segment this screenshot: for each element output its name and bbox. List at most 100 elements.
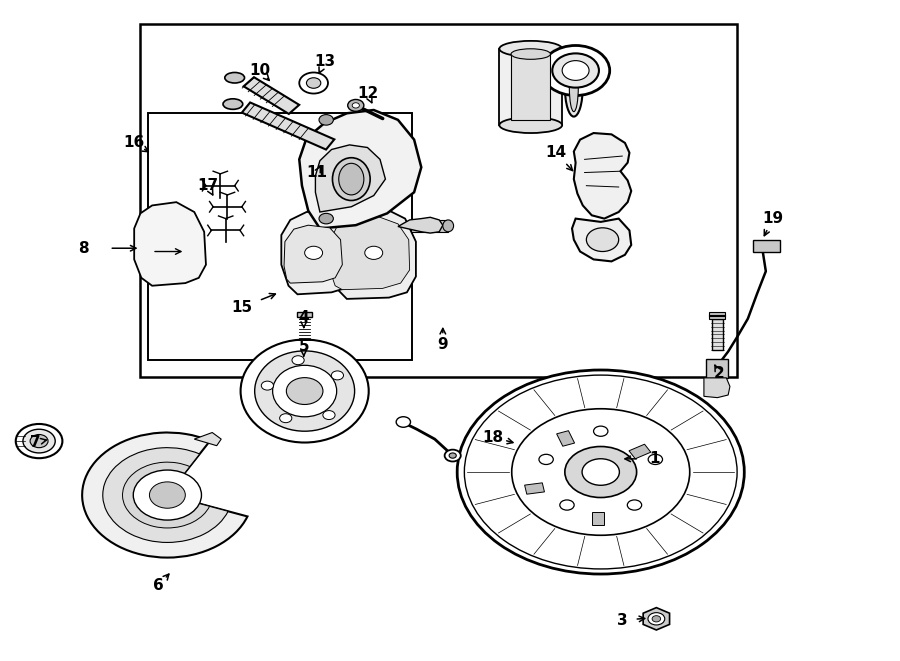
Text: 16: 16	[123, 136, 145, 151]
Circle shape	[30, 434, 48, 447]
Wedge shape	[122, 462, 210, 528]
Wedge shape	[103, 447, 228, 543]
Text: 11: 11	[307, 165, 328, 180]
Text: 18: 18	[482, 430, 504, 445]
Ellipse shape	[570, 62, 579, 112]
Circle shape	[300, 73, 328, 94]
Polygon shape	[284, 225, 342, 283]
Bar	[556, 431, 574, 446]
Circle shape	[445, 449, 461, 461]
Text: 7: 7	[31, 435, 40, 450]
Circle shape	[304, 247, 322, 259]
Ellipse shape	[338, 163, 364, 195]
Bar	[410, 220, 448, 232]
Circle shape	[648, 613, 665, 625]
Circle shape	[286, 377, 323, 405]
Circle shape	[562, 61, 590, 81]
Bar	[712, 319, 723, 350]
Polygon shape	[574, 133, 631, 219]
Text: 6: 6	[153, 578, 164, 594]
Text: 4: 4	[299, 310, 309, 325]
Polygon shape	[398, 217, 443, 233]
Wedge shape	[82, 432, 248, 558]
Circle shape	[15, 424, 62, 458]
Circle shape	[553, 54, 599, 88]
Circle shape	[323, 410, 335, 420]
Ellipse shape	[627, 500, 642, 510]
Ellipse shape	[457, 370, 744, 574]
Circle shape	[542, 46, 609, 96]
Ellipse shape	[511, 49, 551, 59]
Bar	[148, 113, 412, 360]
Polygon shape	[329, 217, 410, 290]
Circle shape	[149, 482, 185, 508]
Text: 1: 1	[649, 451, 660, 467]
Ellipse shape	[240, 340, 369, 442]
Ellipse shape	[582, 459, 619, 485]
Bar	[244, 77, 299, 114]
Bar	[592, 512, 604, 525]
Polygon shape	[572, 219, 631, 261]
Ellipse shape	[332, 158, 370, 200]
Circle shape	[292, 356, 304, 365]
Ellipse shape	[500, 117, 562, 133]
Circle shape	[319, 214, 333, 224]
Text: 2: 2	[714, 366, 724, 381]
Text: 12: 12	[356, 86, 378, 101]
Polygon shape	[282, 211, 356, 294]
Bar	[525, 483, 544, 494]
Circle shape	[22, 429, 55, 453]
Circle shape	[396, 416, 410, 427]
Polygon shape	[134, 202, 206, 286]
Ellipse shape	[648, 454, 662, 465]
Text: 14: 14	[545, 145, 566, 160]
Circle shape	[652, 615, 661, 622]
Bar	[298, 312, 311, 317]
Text: 5: 5	[299, 340, 309, 354]
Text: 17: 17	[197, 178, 219, 193]
Bar	[511, 54, 551, 120]
Circle shape	[280, 414, 292, 422]
Text: 13: 13	[314, 54, 335, 69]
Text: 8: 8	[78, 241, 89, 256]
Ellipse shape	[500, 41, 562, 57]
Circle shape	[261, 381, 274, 390]
Ellipse shape	[539, 454, 554, 465]
Ellipse shape	[225, 73, 245, 83]
Bar	[709, 312, 725, 319]
Text: 10: 10	[249, 63, 270, 78]
Polygon shape	[331, 209, 416, 299]
Circle shape	[347, 99, 364, 111]
Text: 3: 3	[617, 613, 627, 627]
Ellipse shape	[443, 220, 454, 232]
Bar	[753, 240, 780, 252]
Ellipse shape	[560, 500, 574, 510]
Circle shape	[306, 78, 320, 89]
Bar	[500, 49, 562, 125]
Ellipse shape	[512, 408, 689, 535]
Polygon shape	[300, 110, 421, 229]
Circle shape	[449, 453, 456, 458]
Bar	[706, 360, 728, 378]
Circle shape	[587, 228, 618, 252]
Ellipse shape	[594, 426, 608, 436]
Circle shape	[133, 470, 202, 520]
Ellipse shape	[223, 98, 243, 109]
Circle shape	[331, 371, 344, 380]
Circle shape	[352, 102, 359, 108]
Circle shape	[319, 114, 333, 125]
Polygon shape	[704, 378, 730, 398]
Polygon shape	[194, 432, 221, 446]
Ellipse shape	[565, 58, 583, 116]
Text: 19: 19	[762, 211, 784, 226]
Ellipse shape	[565, 447, 636, 498]
Bar	[140, 24, 737, 377]
Polygon shape	[644, 607, 670, 630]
Bar	[242, 102, 334, 149]
Bar	[629, 444, 651, 459]
Text: 9: 9	[437, 338, 448, 352]
Polygon shape	[315, 145, 385, 212]
Ellipse shape	[273, 366, 337, 417]
Circle shape	[364, 247, 382, 259]
Text: 15: 15	[231, 300, 252, 315]
